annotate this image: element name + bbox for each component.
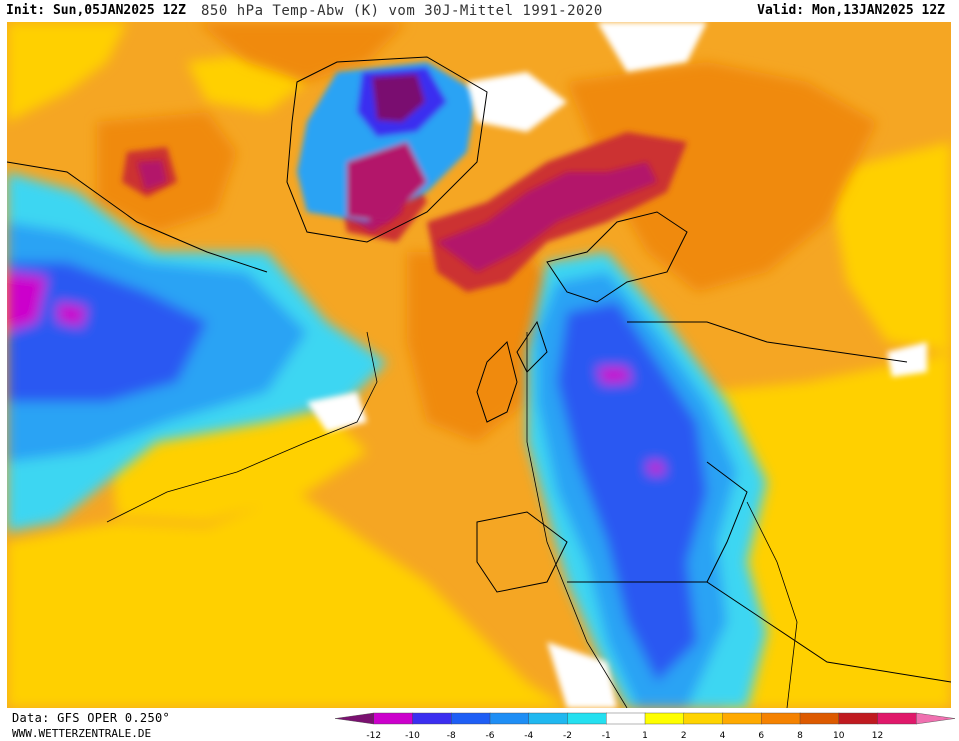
legend-swatch — [451, 712, 491, 725]
anomaly-europe-cold — [527, 252, 767, 708]
legend-swatch — [761, 712, 801, 725]
legend-tick-label: 12 — [872, 731, 883, 740]
legend-swatch — [683, 712, 724, 725]
legend-swatch — [722, 712, 762, 725]
anomaly-neutral-patches — [307, 22, 927, 708]
legend-tick-label: 10 — [833, 731, 845, 740]
legend-swatch — [335, 712, 374, 725]
legend-tick-label: 8 — [797, 731, 803, 740]
legend-tick-label: -10 — [405, 731, 420, 740]
map-footer: Data: GFS OPER 0.250° WWW.WETTERZENTRALE… — [0, 708, 959, 741]
legend-swatch — [916, 712, 955, 725]
legend-swatch — [838, 712, 879, 725]
anomaly-deep-orange — [97, 22, 877, 442]
legend-swatch — [606, 712, 646, 725]
map-header: Init: Sun,05JAN2025 12Z 850 hPa Temp-Abw… — [0, 0, 959, 22]
init-time-label: Init: Sun,05JAN2025 12Z — [6, 3, 187, 18]
legend-tick-label: 1 — [642, 731, 648, 740]
legend-swatch — [799, 712, 840, 725]
legend-tick-label: -1 — [602, 731, 611, 740]
legend-swatch — [412, 712, 452, 725]
legend-tick-label: -6 — [486, 731, 495, 740]
legend-tick-label: 4 — [720, 731, 726, 740]
website-label: WWW.WETTERZENTRALE.DE — [12, 727, 152, 740]
legend-tick-label: -2 — [563, 731, 572, 740]
color-legend: -12 -10 -8 -6 -4 -2 -1 1 2 4 6 8 10 12 — [335, 712, 955, 740]
legend-tick-label: 2 — [681, 731, 687, 740]
legend-swatch — [567, 712, 607, 725]
legend-swatch — [877, 712, 917, 725]
legend-swatch — [373, 712, 414, 725]
legend-tick-label: -8 — [447, 731, 456, 740]
map-title: 850 hPa Temp-Abw (K) vom 30J-Mittel 1991… — [201, 3, 603, 19]
anomaly-west-cold — [7, 172, 387, 532]
legend-tick-label: -12 — [366, 731, 381, 740]
anomaly-greenland — [297, 62, 477, 222]
legend-swatch — [528, 712, 569, 725]
zero-contours — [106, 331, 798, 708]
legend-tick-label: -4 — [524, 731, 533, 740]
legend-tick-label: 6 — [758, 731, 764, 740]
data-source-label: Data: GFS OPER 0.250° — [12, 711, 171, 725]
coastlines — [7, 56, 951, 683]
legend-swatch — [644, 712, 685, 725]
anomaly-map — [7, 22, 951, 708]
legend-swatch — [489, 712, 530, 725]
valid-time-label: Valid: Mon,13JAN2025 12Z — [757, 3, 945, 18]
